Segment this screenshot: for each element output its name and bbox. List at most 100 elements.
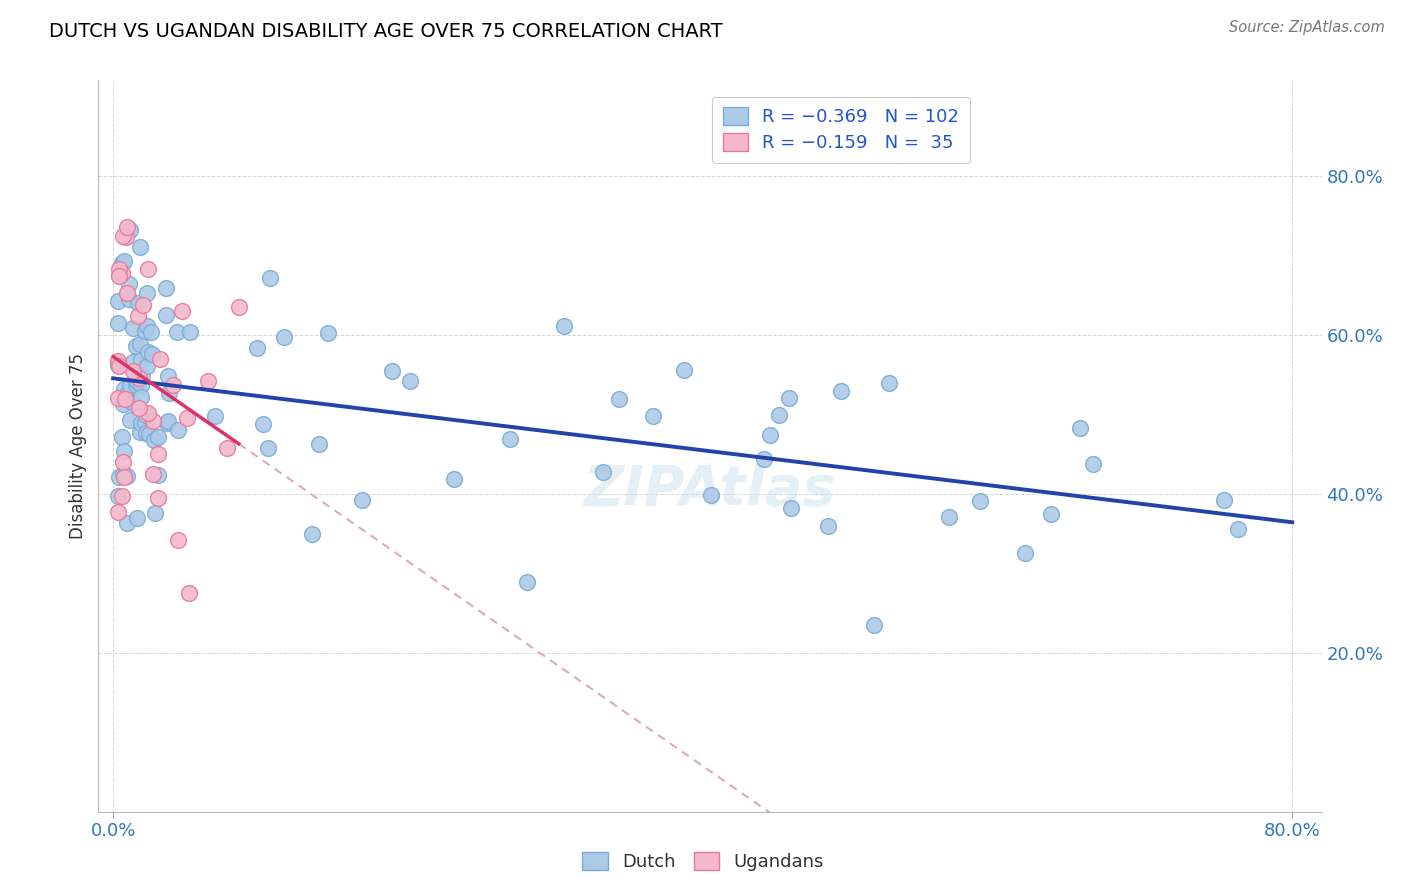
Point [135,425,157,440]
Point [107,354,129,368]
Point [107,268,129,283]
Point [107,359,129,373]
Point [752,451,775,466]
Point [120,377,142,392]
Point [112,454,135,468]
Point [107,505,129,519]
Point [107,354,129,368]
Point [122,320,145,334]
Point [115,229,138,244]
Point [172,303,194,318]
Point [125,374,148,388]
Point [778,391,800,405]
Point [134,415,156,429]
Point [166,325,188,339]
Point [107,391,129,405]
Y-axis label: Disability Age Over 75: Disability Age Over 75 [69,353,87,539]
Point [115,286,138,301]
Point [592,465,614,479]
Point [118,292,141,306]
Point [129,240,152,254]
Point [1040,507,1063,521]
Point [179,326,201,340]
Legend: R = −0.369   N = 102, R = −0.159   N =  35: R = −0.369 N = 102, R = −0.159 N = 35 [711,96,970,163]
Point [118,390,141,404]
Point [107,294,129,309]
Point [228,300,250,314]
Point [352,493,374,508]
Point [111,256,134,270]
Point [938,510,960,524]
Point [118,277,141,292]
Point [672,363,695,377]
Text: ZIPAtlas: ZIPAtlas [583,463,837,516]
Point [131,369,153,384]
Point [167,533,190,547]
Point [135,408,157,422]
Point [112,382,135,396]
Point [176,411,198,425]
Point [115,516,138,530]
Point [127,510,149,524]
Point [136,262,159,277]
Point [142,414,165,428]
Point [114,392,136,407]
Point [118,413,141,427]
Point [156,416,179,430]
Point [111,489,134,503]
Point [146,491,169,506]
Point [142,467,165,481]
Point [127,296,149,310]
Point [257,442,280,456]
Point [862,617,884,632]
Point [136,344,159,359]
Point [177,586,200,600]
Point [381,364,404,378]
Point [197,374,219,388]
Point [162,377,184,392]
Point [121,354,143,368]
Point [641,409,664,424]
Point [146,430,169,444]
Point [157,368,180,383]
Point [115,469,138,483]
Point [155,281,177,295]
Point [131,416,153,430]
Point [817,518,839,533]
Point [246,341,269,355]
Point [107,316,129,330]
Point [273,330,295,344]
Point [112,443,135,458]
Text: DUTCH VS UGANDAN DISABILITY AGE OVER 75 CORRELATION CHART: DUTCH VS UGANDAN DISABILITY AGE OVER 75 … [49,22,723,41]
Point [499,433,522,447]
Point [111,397,134,411]
Point [132,298,155,312]
Point [110,267,132,281]
Point [768,409,790,423]
Point [112,469,135,483]
Point [443,472,465,486]
Point [120,223,142,237]
Point [553,319,575,334]
Point [1226,522,1249,536]
Point [877,376,900,390]
Point [107,489,129,503]
Point [252,417,274,432]
Point [125,339,148,353]
Point [142,433,165,447]
Point [129,391,152,405]
Point [969,494,991,508]
Point [111,430,134,444]
Point [145,506,167,520]
Point [107,268,129,283]
Point [141,325,163,339]
Point [398,374,420,388]
Point [114,468,136,483]
Point [1014,546,1036,560]
Point [301,526,323,541]
Point [117,220,139,235]
Point [146,447,169,461]
Point [111,467,134,482]
Point [128,370,150,384]
Point [129,336,152,351]
